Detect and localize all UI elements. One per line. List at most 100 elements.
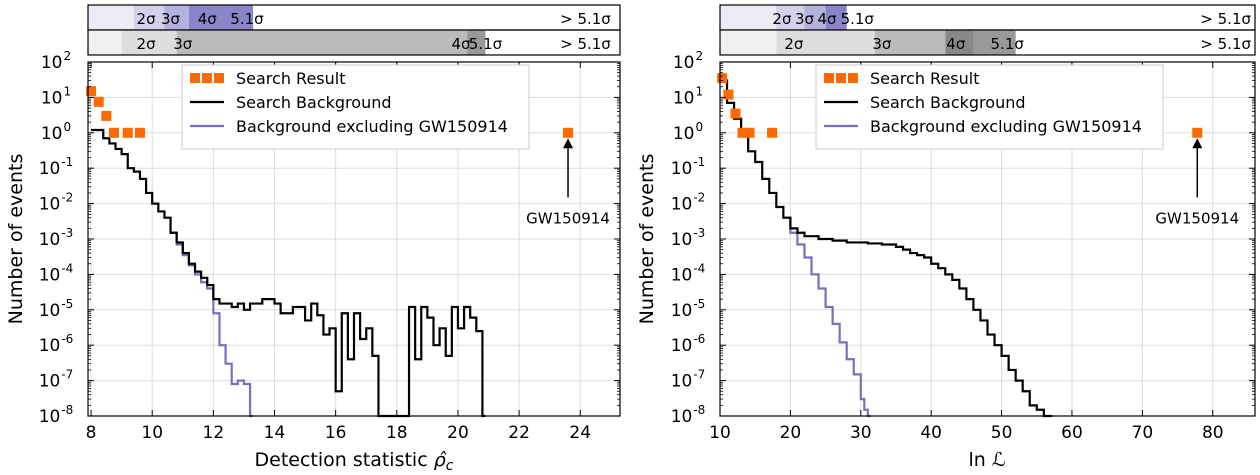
legend-label: Search Result xyxy=(870,69,980,88)
significance-band xyxy=(88,5,134,30)
legend-box xyxy=(815,64,1164,150)
significance-label: 4σ xyxy=(946,35,966,53)
search-result-point xyxy=(737,127,748,138)
background-excluding-gw150914-line xyxy=(783,216,871,418)
search-result-point xyxy=(108,127,119,138)
significance-band-row-2 xyxy=(720,30,1016,55)
search-result-point xyxy=(1192,127,1203,138)
significance-band xyxy=(825,5,847,30)
y-tick-label: 10-6 xyxy=(39,332,74,356)
y-tick-label: 10-1 xyxy=(671,155,706,179)
background-excluding-gw150914-series xyxy=(783,216,871,418)
y-tick-label: 10-5 xyxy=(671,297,706,321)
legend-marker-search-result xyxy=(202,73,212,83)
search-result-point xyxy=(101,110,112,121)
significance-band xyxy=(88,30,122,55)
y-tick-label: 10-5 xyxy=(39,297,74,321)
legend-marker-search-result xyxy=(190,73,200,83)
y-tick-label: 10-2 xyxy=(671,191,706,215)
gw150914-annotation: GW150914 xyxy=(526,138,610,228)
legend-marker-search-result xyxy=(824,73,834,83)
significance-band xyxy=(176,30,468,55)
significance-label: 4σ xyxy=(198,10,218,28)
x-tick-label: 10 xyxy=(709,423,731,443)
search-result-point xyxy=(744,127,755,138)
search-background-series xyxy=(91,128,486,418)
y-tick-label: 10-4 xyxy=(671,261,706,285)
x-tick-label: 20 xyxy=(447,423,469,443)
significance-label: 5.1σ xyxy=(841,10,875,28)
x-tick-label: 60 xyxy=(1061,423,1083,443)
y-axis: 10-8 10-7 10-6 10-5 10-4 10-3 10-2 10-1 100 101 10… xyxy=(671,49,1255,427)
y-tick-label: 100 xyxy=(41,120,71,144)
x-tick-label: 10 xyxy=(141,423,163,443)
x-tick-label: 12 xyxy=(203,423,225,443)
x-tick-label: 16 xyxy=(325,423,347,443)
significance-label: > 5.1σ xyxy=(1200,35,1251,53)
x-tick-label: 8 xyxy=(86,423,97,443)
significance-band-row-1 xyxy=(720,5,847,30)
y-tick-label: 10-7 xyxy=(39,368,74,392)
y-tick-label: 10-6 xyxy=(671,332,706,356)
search-result-series xyxy=(717,73,1203,138)
significance-label: 2σ xyxy=(137,35,157,53)
legend-label: Background excluding GW150914 xyxy=(236,117,508,136)
y-tick-label: 10-1 xyxy=(39,155,74,179)
significance-label: 5.1σ xyxy=(469,35,503,53)
search-background-line xyxy=(91,128,486,418)
significance-band xyxy=(804,5,826,30)
annotation-arrow-head xyxy=(563,138,574,149)
x-tick-label: 30 xyxy=(850,423,872,443)
legend: Search Result Search Background Background… xyxy=(815,64,1164,150)
y-tick-label: 102 xyxy=(673,49,703,73)
y-axis-label: Number of events xyxy=(5,154,27,325)
significance-band-row-1 xyxy=(88,5,254,30)
significance-band xyxy=(720,5,777,30)
significance-label: 4σ xyxy=(451,35,471,53)
significance-band-row-2 xyxy=(88,30,486,55)
x-tick-label: 80 xyxy=(1202,423,1224,443)
y-axis: 10-8 10-7 10-6 10-5 10-4 10-3 10-2 10-1 100 101 10… xyxy=(39,49,620,427)
y-tick-label: 10-2 xyxy=(39,191,74,215)
significance-band xyxy=(121,30,177,55)
x-axis: 8 10 12 14 16 18 20 22 24 xyxy=(86,62,591,443)
y-tick-label: 10-3 xyxy=(39,226,74,250)
significance-label: 3σ xyxy=(872,35,892,53)
annotation-label: GW150914 xyxy=(526,210,610,228)
y-tick-label: 10-8 xyxy=(39,403,74,427)
gw150914-annotation: GW150914 xyxy=(1155,138,1239,228)
legend-label: Search Background xyxy=(870,93,1026,112)
y-axis-label: Number of events xyxy=(636,154,658,325)
significance-label: > 5.1σ xyxy=(1200,10,1251,28)
x-tick-label: 18 xyxy=(386,423,408,443)
search-result-point xyxy=(767,127,778,138)
significance-band xyxy=(133,5,165,30)
search-result-point xyxy=(93,96,104,107)
y-tick-label: 10-3 xyxy=(671,226,706,250)
y-tick-label: 101 xyxy=(673,84,703,108)
y-tick-label: 10-8 xyxy=(671,403,706,427)
search-result-point xyxy=(717,73,728,84)
significance-band xyxy=(945,30,974,55)
search-result-point xyxy=(723,89,734,100)
x-tick-label: 40 xyxy=(920,423,942,443)
search-background-line xyxy=(720,79,1052,418)
significance-band-row-2-frame xyxy=(87,29,621,56)
significance-label: 3σ xyxy=(161,10,181,28)
log-likelihood-chart: 2σ 3σ 4σ 5.1σ > 5.1σ 2σ 3σ 4σ 5.1σ > 5.1σ GW1509… xyxy=(636,4,1256,471)
search-result-point xyxy=(86,86,97,97)
search-result-point xyxy=(122,127,133,138)
significance-label: > 5.1σ xyxy=(560,10,611,28)
search-background-series xyxy=(720,79,1052,418)
significance-band xyxy=(874,30,946,55)
detection-statistic-chart: 2σ 3σ 4σ 5.1σ > 5.1σ 2σ 3σ 4σ5.1σ > 5.1σ GW1509… xyxy=(5,4,621,474)
x-tick-label: 22 xyxy=(508,423,530,443)
significance-label: 4σ xyxy=(817,10,837,28)
background-excluding-gw150914-series xyxy=(170,231,254,418)
annotation-arrow-head xyxy=(1192,138,1203,149)
significance-band xyxy=(467,30,486,55)
x-axis-label: Detection statistic ρ̂c xyxy=(255,449,454,474)
x-tick-label: 70 xyxy=(1132,423,1154,443)
y-tick-label: 102 xyxy=(41,49,71,73)
